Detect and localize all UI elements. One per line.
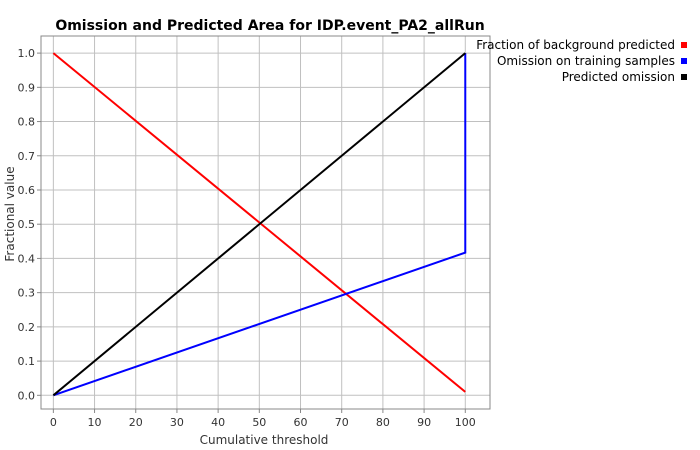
x-tick-label: 100 — [455, 416, 476, 429]
x-tick-label: 90 — [417, 416, 431, 429]
legend-marker — [681, 74, 687, 80]
legend-marker — [681, 58, 687, 64]
x-tick-label: 10 — [88, 416, 102, 429]
chart-title: Omission and Predicted Area for IDP.even… — [55, 18, 484, 34]
x-tick-label: 0 — [50, 416, 57, 429]
y-tick-label: 0.1 — [18, 355, 36, 368]
y-tick-label: 0.4 — [18, 252, 36, 265]
legend-label: Fraction of background predicted — [476, 38, 675, 52]
x-tick-label: 30 — [170, 416, 184, 429]
x-tick-label: 50 — [252, 416, 266, 429]
y-tick-label: 0.2 — [18, 321, 36, 334]
y-tick-label: 0.6 — [18, 184, 36, 197]
legend: Fraction of background predicted Omission… — [476, 38, 687, 84]
x-tick-label: 60 — [294, 416, 308, 429]
y-tick-label: 0.7 — [18, 150, 36, 163]
y-tick-label: 0.5 — [18, 218, 36, 231]
x-tick-label: 70 — [335, 416, 349, 429]
y-tick-label: 0.3 — [18, 287, 36, 300]
y-axis-title: Fractional value — [3, 166, 17, 261]
x-tick-label: 40 — [211, 416, 225, 429]
axis-ticks: 0 10 20 30 40 50 60 70 80 90 100 0.0 0.1 0.2 0.3 0.4 0.5… — [18, 47, 476, 429]
legend-marker — [681, 42, 687, 48]
plot-area — [41, 36, 490, 409]
legend-label: Omission on training samples — [497, 54, 675, 68]
x-axis-title: Cumulative threshold — [200, 433, 329, 447]
series-line-predicted-omission — [52, 52, 466, 397]
plot-series — [52, 52, 467, 397]
x-tick-label: 20 — [129, 416, 143, 429]
y-tick-label: 1.0 — [18, 47, 36, 60]
x-tick-label: 80 — [376, 416, 390, 429]
y-tick-label: 0.0 — [18, 389, 36, 402]
plot-border — [40, 35, 491, 410]
series-line-fraction-of-background-predicted — [52, 52, 466, 393]
legend-label: Predicted omission — [562, 70, 675, 84]
series-line-omission-on-training-samples — [53, 53, 467, 397]
y-tick-label: 0.9 — [18, 81, 36, 94]
y-tick-label: 0.8 — [18, 116, 36, 129]
